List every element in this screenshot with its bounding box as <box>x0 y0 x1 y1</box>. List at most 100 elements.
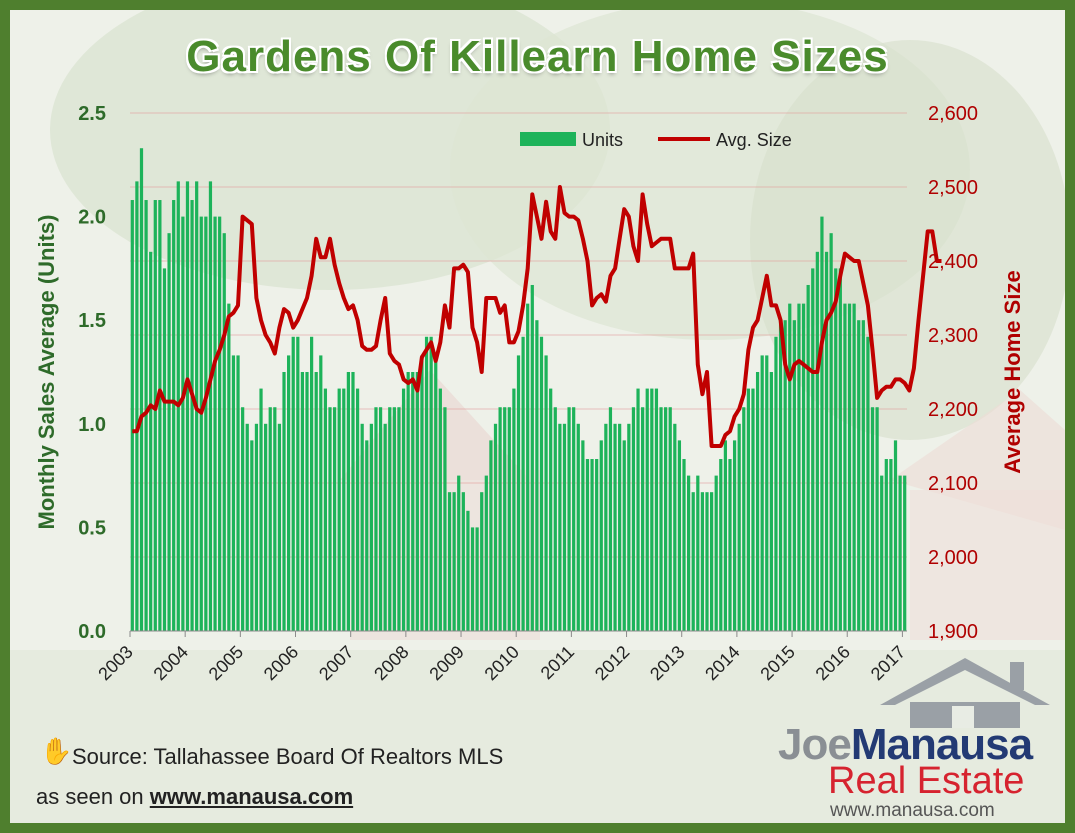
units-bar <box>705 492 709 631</box>
units-bar <box>631 407 636 631</box>
units-bar <box>480 492 484 631</box>
legend-units-label: Units <box>582 130 623 150</box>
units-bar <box>792 320 796 631</box>
units-bar <box>751 388 755 631</box>
units-bar <box>742 407 746 631</box>
units-bar <box>664 407 668 631</box>
units-bar <box>889 459 893 631</box>
units-bar <box>737 423 741 631</box>
units-bar <box>834 268 838 631</box>
units-bar <box>723 440 728 631</box>
units-bar <box>838 268 842 631</box>
units-bar <box>144 200 148 632</box>
units-bar <box>411 372 415 631</box>
joe-manausa-logo: JoeManausa Real Estate www.manausa.com <box>770 650 1060 821</box>
units-bar <box>162 268 167 631</box>
units-bar <box>420 355 424 631</box>
units-bar <box>172 200 176 632</box>
units-bar <box>700 492 705 631</box>
units-bar <box>355 388 360 631</box>
logo-url: www.manausa.com <box>830 800 995 821</box>
hand-icon: ✋ <box>40 736 73 766</box>
y-right-tick-label: 1,900 <box>928 621 978 643</box>
y-left-tick-label: 0.0 <box>78 621 106 643</box>
units-bar <box>696 475 700 631</box>
units-bar <box>392 407 396 631</box>
y-right-axis-title: Average Home Size <box>1000 270 1025 473</box>
logo-name: JoeManausa <box>778 720 1033 770</box>
units-bar <box>691 492 695 631</box>
units-bar <box>268 407 272 631</box>
units-bar <box>208 181 213 631</box>
seen-on-text: as seen on www.manausa.com <box>36 784 353 810</box>
y-right-tick-label: 2,000 <box>928 547 978 569</box>
avg-size-line <box>132 185 942 448</box>
units-bar <box>558 423 562 631</box>
units-bar <box>769 372 773 631</box>
house-logo-icon <box>880 658 1050 728</box>
units-bar <box>489 440 493 631</box>
units-bar <box>351 372 355 631</box>
units-bar <box>438 388 442 631</box>
units-bar <box>645 388 649 631</box>
units-bar <box>677 440 682 631</box>
units-bar <box>158 200 162 632</box>
units-bar <box>627 423 631 631</box>
x-tick-label: 2003 <box>94 642 136 684</box>
units-bar <box>277 423 282 631</box>
units-bar <box>673 423 677 631</box>
units-bar <box>447 492 452 631</box>
logo-real-estate: Real Estate <box>828 760 1025 802</box>
units-bar <box>852 303 856 631</box>
units-bar <box>774 336 778 631</box>
units-bar <box>682 459 686 631</box>
units-bar <box>811 268 815 631</box>
units-bar <box>599 440 603 631</box>
units-bar <box>466 510 470 631</box>
units-bar <box>222 233 226 631</box>
units-bar <box>898 475 902 631</box>
x-tick-label: 2006 <box>260 642 302 684</box>
units-bar <box>622 440 626 631</box>
units-bar <box>521 336 525 631</box>
units-bar <box>424 336 429 631</box>
units-bar <box>535 320 539 631</box>
units-bar <box>549 388 553 631</box>
units-bar <box>434 355 438 631</box>
units-bar <box>732 440 737 631</box>
seen-on-prefix: as seen on <box>36 784 144 809</box>
units-bar <box>608 407 613 631</box>
units-bar <box>323 388 328 631</box>
units-bar <box>484 475 488 631</box>
units-bar <box>181 216 185 631</box>
x-tick-label: 2013 <box>646 642 688 684</box>
units-bar <box>880 475 884 631</box>
legend-units-swatch <box>520 132 576 146</box>
units-bar <box>530 284 534 631</box>
units-bar <box>190 200 194 632</box>
logo-joe: Joe <box>778 720 852 769</box>
x-tick-label: 2009 <box>425 642 467 684</box>
chart: 2003 2004 2005 2006 2007 2008 2009 2010 2011 2012… <box>34 103 1025 684</box>
x-tick-label: 2008 <box>370 642 412 684</box>
units-bar <box>250 440 254 631</box>
units-bar <box>199 216 203 631</box>
x-tick-label: 2005 <box>205 642 247 684</box>
units-bar <box>273 407 277 631</box>
units-bar <box>227 303 231 631</box>
units-bar <box>562 423 567 631</box>
units-bar <box>847 303 852 631</box>
y-left-tick-label: 1.5 <box>78 310 106 332</box>
units-bar <box>470 527 475 631</box>
units-bar <box>443 407 447 631</box>
units-bar <box>544 355 548 631</box>
y-right-tick-label: 2,500 <box>928 177 978 199</box>
units-bar <box>231 355 236 631</box>
units-bar <box>553 407 557 631</box>
units-bar <box>857 320 861 631</box>
units-bar <box>401 388 406 631</box>
units-bar <box>397 407 401 631</box>
units-bar <box>659 407 663 631</box>
units-bar <box>388 407 392 631</box>
seen-on-url-link[interactable]: www.manausa.com <box>149 784 354 809</box>
